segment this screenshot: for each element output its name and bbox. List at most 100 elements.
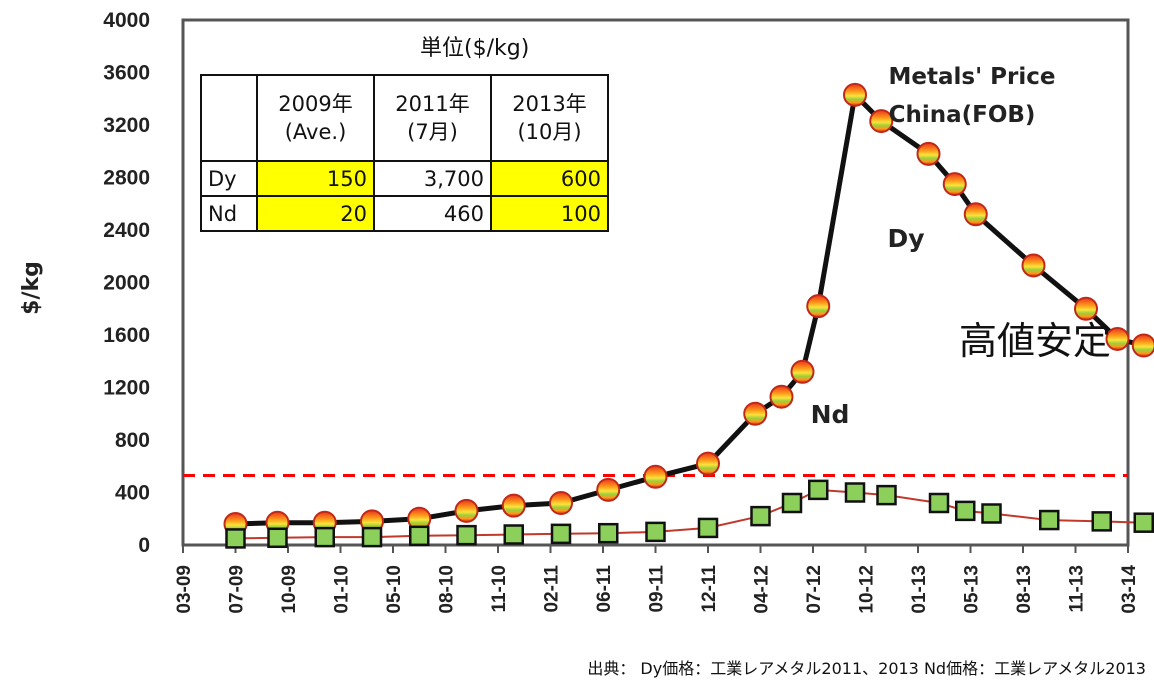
data-point-dy [743, 401, 768, 426]
table-row: Dy 150 3,700 600 [200, 160, 609, 197]
y-tick-label: 800 [115, 429, 150, 452]
table-cell: 100 [490, 195, 609, 232]
data-point-nd [981, 503, 1002, 524]
table-header-cell: 2011年 (7月) [373, 74, 492, 162]
y-tick-label: 2800 [103, 167, 150, 190]
x-tick-label: 05-13 [962, 565, 983, 614]
table-cell: 150 [256, 160, 375, 197]
x-tick-label: 12-11 [699, 565, 720, 613]
x-tick-label: 03-14 [1119, 565, 1140, 614]
data-point-nd [697, 517, 719, 539]
data-point-dy [596, 477, 621, 502]
data-point-nd [503, 524, 524, 545]
data-point-dy [1074, 296, 1098, 321]
y-tick-label: 2400 [103, 219, 150, 242]
table-header-cell: 2009年 (Ave.) [256, 74, 375, 162]
table-cell: 600 [490, 160, 609, 197]
data-point-dy [963, 202, 988, 227]
y-tick-label: 2000 [103, 272, 150, 295]
data-point-dy [843, 82, 867, 107]
data-point-nd [645, 521, 666, 543]
data-point-dy [806, 294, 831, 319]
y-tick-label: 3200 [103, 114, 150, 137]
data-point-dy [1131, 333, 1154, 358]
table-cell: 3,700 [373, 160, 492, 197]
x-axis-ticks: 03-09 07-09 10-09 01-10 05-10 08-10 11-10 02-11… [174, 545, 1140, 614]
data-point-nd [1091, 511, 1112, 532]
y-tick-label: 3600 [103, 62, 150, 85]
x-tick-label: 10-09 [279, 565, 300, 614]
table-cell: 20 [256, 195, 375, 232]
x-tick-label: 10-12 [857, 565, 878, 614]
data-point-nd [928, 492, 950, 514]
y-axis-label: $/kg [19, 261, 44, 315]
data-point-nd [955, 500, 976, 522]
x-tick-label: 07-09 [227, 565, 248, 614]
series-layer [223, 82, 1154, 549]
table-header-cell: 2013年 (10月) [490, 74, 609, 162]
data-point-dy [769, 384, 794, 409]
table-cell: 460 [373, 195, 492, 232]
y-tick-label: 1200 [103, 377, 150, 400]
source-note: 出典： Dy価格：工業レアメタル2011、2013 Nd価格：工業レアメタル20… [587, 659, 1146, 678]
y-tick-label: 1600 [103, 324, 150, 347]
x-tick-label: 08-13 [1014, 565, 1035, 614]
table-row-label: Dy [200, 160, 258, 197]
data-point-dy [869, 109, 894, 134]
x-tick-label: 06-11 [594, 565, 615, 613]
data-point-nd [361, 526, 383, 548]
data-point-nd [267, 527, 288, 549]
x-tick-label: 08-10 [437, 565, 458, 614]
x-tick-label: 11-10 [489, 565, 510, 613]
data-point-nd [409, 525, 430, 547]
x-tick-label: 03-09 [174, 565, 195, 614]
data-point-nd [844, 482, 866, 503]
table-header-cell [200, 74, 258, 162]
x-tick-label: 05-10 [384, 565, 405, 614]
data-point-nd [456, 524, 477, 546]
table-header-row: 2009年 (Ave.) 2011年 (7月) 2013年 (10月) [200, 74, 609, 162]
data-point-dy [549, 491, 573, 515]
data-point-dy [790, 359, 815, 384]
y-tick-label: 4000 [103, 9, 150, 32]
x-tick-label: 09-11 [647, 565, 668, 613]
x-tick-label: 02-11 [542, 565, 563, 613]
inset-price-table: 2009年 (Ave.) 2011年 (7月) 2013年 (10月) Dy 150 … [200, 74, 609, 232]
data-point-nd [1039, 509, 1060, 531]
data-point-dy [916, 141, 941, 166]
data-point-nd [550, 523, 572, 545]
data-point-nd [1133, 512, 1154, 533]
x-tick-label: 01-10 [332, 565, 353, 614]
data-point-nd [598, 522, 619, 544]
data-point-nd [808, 479, 829, 501]
x-tick-label: 04-12 [752, 565, 773, 614]
y-tick-label: 0 [138, 534, 150, 557]
x-tick-label: 11-13 [1067, 565, 1088, 613]
series-label-nd: Nd [811, 400, 850, 429]
table-row: Nd 20 460 100 [200, 195, 609, 232]
series-nd [225, 479, 1154, 549]
data-point-dy [643, 464, 668, 489]
data-point-dy [696, 451, 720, 476]
chart-title-line1: Metals' Price [889, 64, 1056, 90]
data-point-nd [876, 484, 897, 506]
table-row-label: Nd [200, 195, 258, 232]
data-point-nd [225, 528, 246, 549]
y-tick-label: 400 [115, 482, 150, 505]
data-point-dy [454, 498, 479, 523]
stable-price-note: 高値安定 [959, 319, 1111, 363]
data-point-nd [314, 526, 335, 548]
data-point-nd [781, 492, 803, 514]
data-point-dy [942, 172, 967, 197]
inset-table-caption: 単位($/kg) [420, 36, 530, 61]
data-point-nd [750, 505, 771, 527]
x-tick-label: 07-12 [804, 565, 825, 614]
data-point-dy [1105, 326, 1130, 351]
data-point-dy [501, 493, 526, 518]
chart-title-line2: China(FOB) [889, 102, 1036, 128]
data-point-dy [1021, 253, 1046, 278]
x-tick-label: 01-13 [909, 565, 930, 614]
series-label-dy: Dy [887, 224, 924, 253]
